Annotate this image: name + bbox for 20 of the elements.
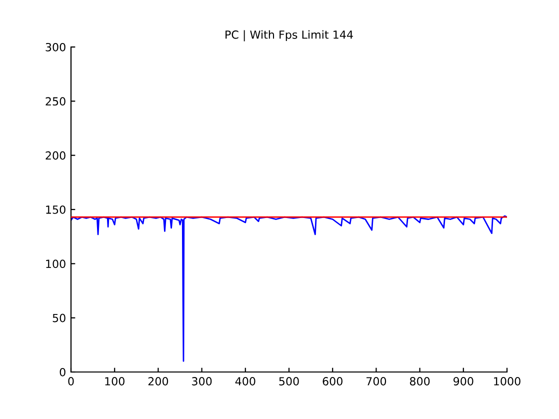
x-tick-label: 600 (322, 377, 342, 386)
x-tick-label: 0 (68, 377, 74, 386)
x-tick-label: 300 (192, 377, 212, 386)
y-tick-label: 300 (46, 42, 66, 52)
chart-title: PC | With Fps Limit 144 (226, 30, 353, 42)
x-tick-label: 400 (235, 377, 256, 386)
y-tick-label: 150 (46, 205, 66, 214)
x-tick-label: 700 (366, 377, 386, 386)
x-tick-label: 500 (279, 377, 299, 386)
y-tick-label: 200 (46, 151, 66, 160)
y-tick-label: 250 (46, 97, 66, 106)
x-tick-label: 900 (453, 377, 474, 386)
x-tick-label: 200 (148, 377, 168, 386)
x-tick-label: 800 (410, 377, 430, 386)
x-tick-label: 1000 (494, 377, 520, 386)
y-tick-label: 50 (52, 314, 66, 322)
x-tick-label: 100 (105, 377, 124, 386)
y-tick-label: 100 (46, 260, 66, 268)
y-tick-label: 0 (60, 368, 66, 376)
line-series (71, 215, 507, 362)
